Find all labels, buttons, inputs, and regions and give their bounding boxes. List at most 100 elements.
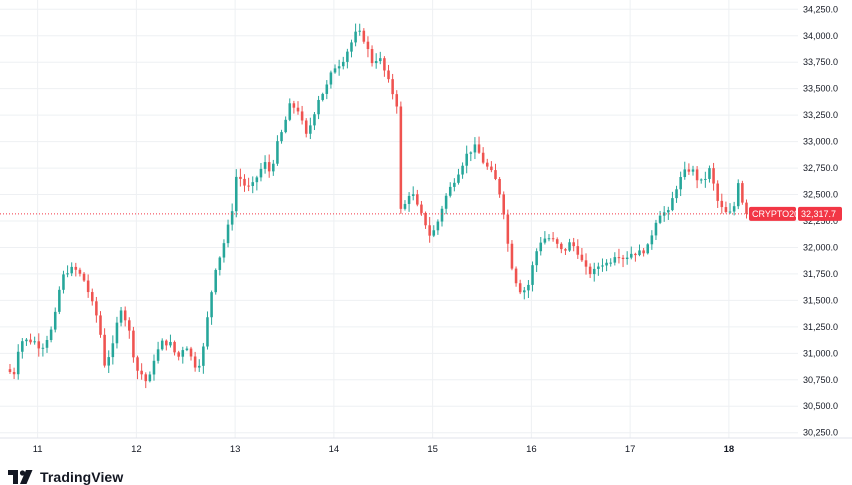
- candle-up: [214, 268, 217, 295]
- candle-up: [341, 56, 345, 70]
- candle-body: [296, 107, 300, 112]
- candle-body: [70, 266, 73, 274]
- y-tick-label: 30,750.0: [803, 375, 838, 385]
- candle-down: [720, 193, 724, 214]
- candle-up: [625, 251, 629, 265]
- candle-body: [366, 41, 370, 50]
- candle-body: [732, 206, 736, 212]
- candle-body: [741, 183, 744, 203]
- candle-up: [671, 191, 674, 212]
- candle-up: [601, 258, 604, 272]
- candle-up: [432, 225, 436, 238]
- candle-down: [716, 180, 719, 208]
- candle-body: [144, 374, 148, 382]
- candle-down: [416, 189, 419, 207]
- candle-body: [469, 152, 473, 154]
- candle-body: [473, 144, 477, 153]
- candle-up: [41, 343, 45, 357]
- candle-down: [144, 372, 148, 389]
- tradingview-logo[interactable]: TradingView: [8, 469, 123, 485]
- candle-up: [531, 261, 534, 292]
- candle-body: [214, 269, 217, 293]
- candle-body: [440, 208, 444, 222]
- candle-down: [481, 147, 485, 165]
- candle-up: [329, 70, 333, 89]
- candle-down: [477, 136, 481, 154]
- candle-body: [485, 162, 489, 167]
- candle-up: [156, 341, 160, 364]
- candle-down: [580, 247, 584, 262]
- candle-down: [588, 263, 592, 279]
- x-axis[interactable]: 11 12 13 14 15 16 17 18: [0, 437, 852, 455]
- candle-up: [259, 163, 263, 182]
- candle-down: [243, 174, 246, 192]
- candle-body: [12, 372, 16, 375]
- candle-body: [119, 310, 123, 323]
- candle-up: [523, 286, 526, 300]
- candle-down: [502, 191, 506, 220]
- candle-body: [140, 370, 143, 375]
- candle-up: [337, 59, 341, 76]
- candle-body: [374, 61, 378, 64]
- y-tick-label: 31,750.0: [803, 269, 838, 279]
- y-tick-label: 31,500.0: [803, 295, 838, 305]
- price-tag: 32,317.7: [801, 209, 836, 219]
- candle-body: [448, 186, 452, 196]
- candle-down: [424, 211, 427, 229]
- candle-down: [514, 266, 518, 287]
- y-tick-label: 32,000.0: [803, 242, 838, 252]
- candle-body: [25, 339, 28, 342]
- candle-body: [679, 177, 682, 190]
- x-tick-label: 13: [230, 444, 241, 455]
- candle-body: [683, 169, 687, 178]
- candle-up: [317, 95, 320, 120]
- candle-body: [128, 320, 131, 331]
- candle-down: [304, 118, 308, 138]
- candle-down: [267, 154, 271, 178]
- y-axis[interactable]: 30,250.0 30,500.0 30,750.0 31,000.0 31,250.0…: [803, 4, 838, 437]
- y-tick-label: 32,750.0: [803, 163, 838, 173]
- candle-down: [103, 328, 106, 368]
- candle-up: [210, 290, 213, 325]
- candle-up: [309, 117, 312, 140]
- candle-down: [8, 363, 12, 374]
- y-tick-label: 34,250.0: [803, 4, 838, 14]
- candle-down: [510, 240, 514, 271]
- candle-up: [539, 237, 543, 256]
- candle-up: [222, 239, 226, 263]
- candle-body: [280, 132, 283, 142]
- candle-body: [90, 292, 94, 302]
- candle-body: [74, 266, 78, 270]
- candle-body: [420, 204, 423, 213]
- candle-up: [235, 169, 238, 218]
- candle-down: [741, 180, 744, 205]
- candle-body: [387, 70, 390, 80]
- candle-body: [259, 168, 263, 178]
- candle-body: [123, 310, 127, 321]
- candle-up: [284, 116, 287, 134]
- candle-up: [691, 165, 695, 176]
- candle-down: [745, 199, 748, 219]
- candle-up: [597, 262, 600, 276]
- candle-up: [679, 171, 682, 197]
- x-tick-label: 14: [329, 444, 340, 455]
- candle-body: [428, 225, 431, 236]
- candle-down: [518, 279, 522, 295]
- candle-up: [453, 178, 456, 192]
- candle-body: [411, 194, 415, 196]
- candle-down: [370, 45, 374, 67]
- candle-down: [292, 100, 296, 114]
- candle-up: [152, 354, 156, 381]
- candle-body: [230, 211, 234, 225]
- tradingview-logo-icon: [8, 470, 33, 484]
- candle-up: [45, 335, 49, 353]
- candle-body: [391, 79, 394, 95]
- candle-body: [444, 195, 448, 209]
- candle-body: [263, 162, 267, 169]
- y-tick-label: 31,250.0: [803, 322, 838, 332]
- candle-up: [440, 205, 444, 227]
- candle-up: [350, 39, 353, 58]
- candle-down: [634, 252, 637, 262]
- candle-up: [325, 80, 329, 100]
